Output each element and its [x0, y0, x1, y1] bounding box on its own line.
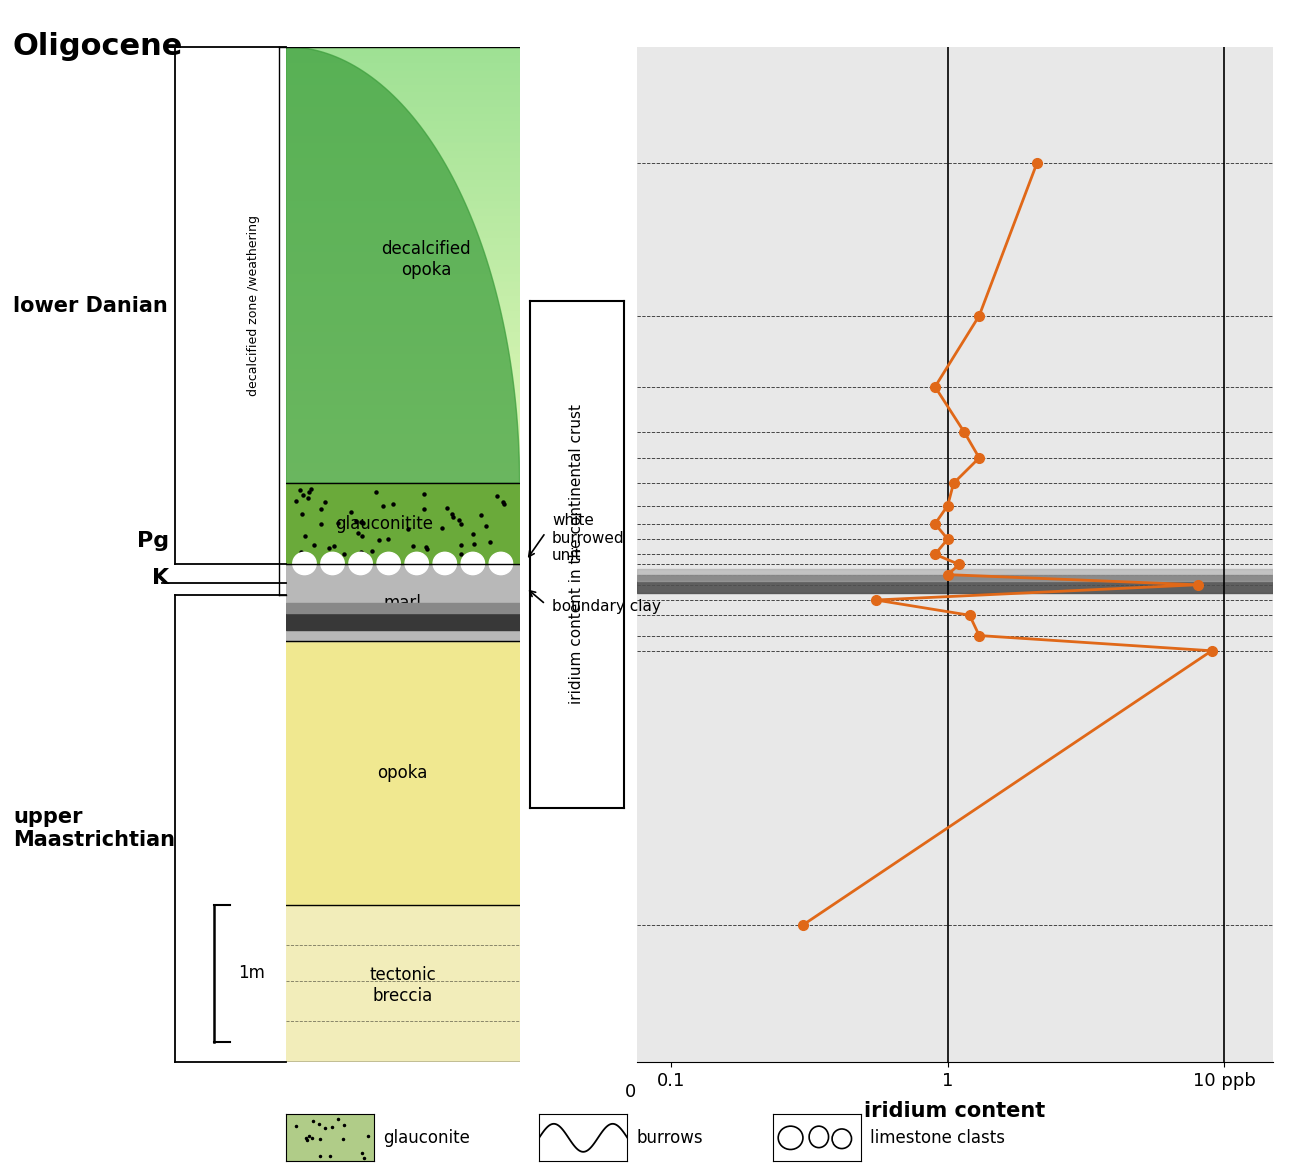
Bar	[286, 69, 520, 76]
Bar	[286, 105, 520, 112]
Bar	[286, 565, 520, 641]
Bar	[286, 170, 520, 177]
Ellipse shape	[349, 552, 373, 574]
Bar	[286, 308, 520, 316]
Bar	[286, 411, 520, 418]
Bar	[286, 330, 520, 337]
Bar	[286, 258, 520, 265]
Bar	[286, 469, 520, 476]
Bar	[286, 294, 520, 301]
Bar	[286, 382, 520, 389]
Text: lower Danian: lower Danian	[13, 295, 168, 315]
Ellipse shape	[490, 552, 513, 574]
Text: 0: 0	[625, 1083, 635, 1100]
Bar	[286, 200, 520, 207]
Bar	[286, 163, 520, 170]
Bar	[286, 280, 520, 287]
Bar	[286, 141, 520, 148]
Bar	[286, 337, 520, 345]
Text: 1m: 1m	[238, 964, 265, 983]
Bar	[286, 461, 520, 469]
Ellipse shape	[461, 552, 485, 574]
Bar	[286, 156, 520, 163]
Bar	[286, 134, 520, 141]
Bar	[286, 454, 520, 461]
Bar	[286, 61, 520, 69]
Bar	[286, 207, 520, 214]
Bar	[286, 287, 520, 294]
Ellipse shape	[292, 552, 316, 574]
Bar	[286, 229, 520, 236]
Bar	[286, 316, 520, 323]
Bar	[286, 236, 520, 243]
Bar	[286, 476, 520, 483]
Bar	[286, 222, 520, 229]
Bar	[286, 418, 520, 425]
Bar	[286, 214, 520, 222]
Bar	[286, 184, 520, 193]
Text: Pg: Pg	[136, 531, 169, 551]
Text: marl: marl	[383, 594, 422, 612]
Bar	[286, 98, 520, 105]
Bar	[286, 83, 520, 90]
Bar	[286, 366, 520, 375]
Text: iridium content in the continental crust: iridium content in the continental crust	[569, 404, 585, 705]
Text: limestone clasts: limestone clasts	[870, 1128, 1005, 1147]
Text: Oligocene: Oligocene	[13, 33, 183, 61]
Text: glauconite: glauconite	[383, 1128, 470, 1147]
Bar	[286, 605, 520, 630]
Polygon shape	[286, 47, 520, 483]
Text: decalcified zone /weathering: decalcified zone /weathering	[247, 215, 260, 396]
Bar	[286, 265, 520, 272]
Bar	[286, 375, 520, 382]
Bar	[286, 345, 520, 352]
Text: upper
Maastrichtian: upper Maastrichtian	[13, 806, 175, 850]
Text: burrows: burrows	[637, 1128, 703, 1147]
Ellipse shape	[321, 552, 344, 574]
Bar	[286, 127, 520, 134]
Bar	[286, 425, 520, 432]
Bar	[286, 440, 520, 447]
Text: opoka: opoka	[378, 763, 427, 782]
Bar	[286, 251, 520, 258]
Bar	[286, 272, 520, 280]
Bar	[286, 193, 520, 200]
Text: white
burrowed
unit: white burrowed unit	[552, 513, 625, 564]
Bar	[286, 76, 520, 83]
Bar	[286, 359, 520, 366]
Bar	[286, 90, 520, 98]
Bar	[286, 119, 520, 127]
Bar	[637, 574, 1273, 593]
Bar	[286, 389, 520, 396]
Text: decalcified
opoka: decalcified opoka	[382, 240, 470, 279]
Text: tectonic
breccia: tectonic breccia	[369, 966, 436, 1005]
Ellipse shape	[405, 552, 429, 574]
X-axis label: iridium content: iridium content	[864, 1100, 1046, 1120]
Bar	[286, 148, 520, 156]
Bar	[286, 404, 520, 411]
Ellipse shape	[377, 552, 400, 574]
Bar	[286, 396, 520, 404]
Bar	[286, 603, 520, 613]
Bar	[286, 352, 520, 359]
Bar	[286, 54, 520, 61]
Bar	[286, 904, 520, 1062]
Bar	[286, 112, 520, 119]
Bar	[286, 243, 520, 251]
Text: boundary clay: boundary clay	[552, 599, 661, 614]
Ellipse shape	[433, 552, 456, 574]
Bar	[286, 447, 520, 454]
Bar	[286, 323, 520, 330]
Bar	[286, 432, 520, 440]
Text: glauconitite: glauconitite	[335, 515, 433, 533]
Bar	[286, 177, 520, 184]
Bar	[637, 568, 1273, 581]
Text: K: K	[152, 568, 169, 588]
Bar	[286, 301, 520, 308]
Bar	[286, 483, 520, 565]
Bar	[286, 47, 520, 54]
Bar	[286, 641, 520, 904]
